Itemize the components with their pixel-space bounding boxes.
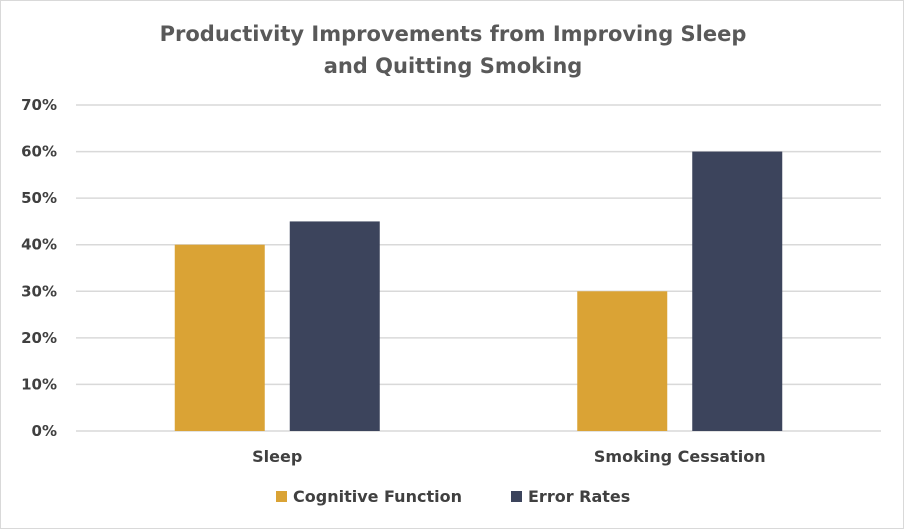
y-tick-label: 50% — [21, 189, 57, 207]
bar-cognitive-function — [577, 291, 668, 431]
chart-title-line-1: Productivity Improvements from Improving… — [160, 22, 747, 46]
y-tick-label: 20% — [21, 329, 57, 347]
legend-label: Error Rates — [528, 487, 630, 506]
x-category-label: Smoking Cessation — [594, 447, 766, 466]
y-tick-label: 0% — [32, 422, 57, 440]
legend-swatch — [511, 491, 522, 502]
chart-title-line-2: and Quitting Smoking — [324, 54, 583, 78]
bar-error-rates — [692, 151, 783, 432]
y-tick-label: 10% — [21, 375, 57, 393]
y-tick-label: 40% — [21, 236, 57, 254]
y-tick-label: 70% — [21, 96, 57, 114]
y-tick-label: 60% — [21, 143, 57, 161]
bar-error-rates — [289, 221, 380, 431]
x-category-label: Sleep — [252, 447, 302, 466]
legend-swatch — [276, 491, 287, 502]
legend-label: Cognitive Function — [293, 487, 462, 506]
y-tick-label: 30% — [21, 282, 57, 300]
bar-cognitive-function — [174, 244, 265, 431]
